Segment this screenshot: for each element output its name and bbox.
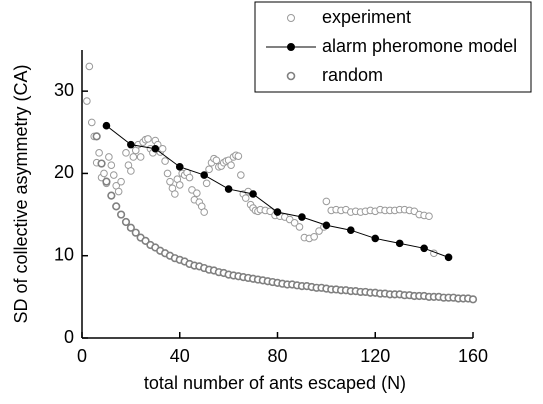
legend-marker (287, 14, 295, 22)
data-point (144, 135, 152, 143)
data-point (136, 153, 145, 161)
legend-marker (286, 71, 296, 81)
data-point (102, 121, 111, 130)
y-axis-label: SD of collective asymmetry (CA) (11, 64, 31, 323)
data-point (87, 118, 96, 127)
x-tick-label: 40 (170, 346, 190, 366)
data-point (290, 219, 299, 227)
data-point (322, 221, 331, 230)
data-point (102, 177, 111, 186)
data-point (100, 169, 108, 178)
y-tick-label: 10 (54, 244, 74, 264)
legend-label: random (322, 65, 383, 85)
data-point (107, 191, 116, 200)
data-point (249, 190, 257, 198)
data-point (241, 194, 250, 202)
data-point (420, 244, 428, 253)
legend-label: experiment (322, 7, 411, 27)
data-point (315, 227, 323, 235)
data-point (121, 217, 131, 227)
data-point (185, 173, 194, 182)
data-point (158, 144, 167, 153)
data-point (395, 239, 404, 248)
data-point (161, 157, 169, 165)
data-point (107, 161, 116, 169)
data-point (205, 165, 213, 174)
data-point (193, 189, 201, 197)
data-point (298, 213, 306, 221)
data-point (122, 149, 130, 157)
data-point (97, 159, 106, 168)
data-point (114, 187, 123, 196)
y-tick-label: 0 (64, 327, 74, 347)
data-point (295, 223, 304, 231)
data-point (129, 153, 138, 161)
data-point (105, 153, 113, 161)
data-point (95, 149, 103, 157)
data-point (85, 62, 94, 71)
data-point (166, 177, 174, 186)
data-point (200, 171, 208, 179)
data-point (310, 232, 318, 241)
data-point (227, 161, 235, 169)
data-point (224, 185, 233, 193)
data-point (347, 226, 355, 235)
legend-marker (287, 43, 295, 51)
y-tick-label: 30 (54, 80, 74, 100)
x-tick-label: 0 (77, 346, 87, 366)
data-point (116, 210, 126, 219)
y-tick-label: 20 (54, 162, 74, 182)
data-point (212, 156, 221, 165)
data-point (92, 132, 101, 141)
data-point (83, 97, 91, 105)
data-point (163, 169, 172, 178)
data-point (117, 177, 125, 186)
data-point (175, 163, 184, 171)
x-tick-label: 160 (458, 346, 488, 366)
x-axis-label: total number of ants escaped (N) (144, 373, 406, 393)
data-point (273, 208, 282, 216)
x-tick-label: 120 (360, 346, 390, 366)
data-point (127, 167, 135, 175)
data-point (425, 212, 433, 221)
data-point (468, 295, 478, 304)
data-point (151, 144, 160, 153)
data-point (171, 190, 179, 198)
x-tick-label: 80 (267, 346, 287, 366)
data-point (322, 197, 331, 206)
legend-label: alarm pheromone model (322, 36, 517, 56)
data-point (126, 223, 135, 232)
data-point (200, 208, 208, 216)
data-point (202, 179, 211, 188)
data-point (109, 171, 118, 179)
data-point (444, 253, 453, 262)
data-point (131, 228, 140, 237)
data-point (175, 181, 184, 189)
data-point (371, 234, 380, 243)
data-point (234, 152, 243, 160)
data-point (127, 140, 135, 149)
data-point (266, 207, 274, 216)
data-point (237, 171, 245, 179)
data-point (112, 202, 121, 211)
